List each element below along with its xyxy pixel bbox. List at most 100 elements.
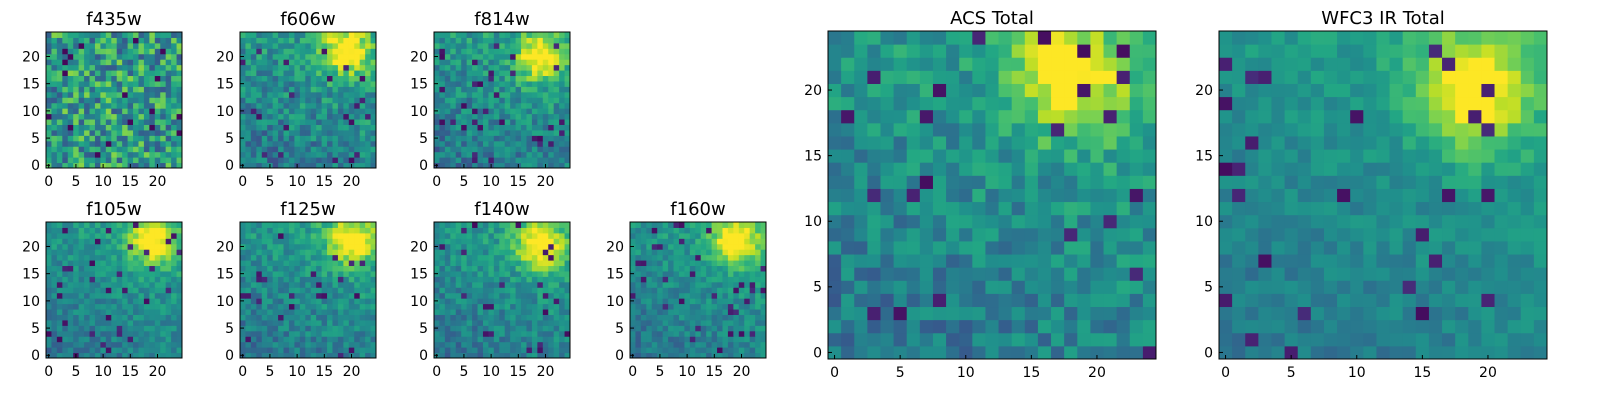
heatmap-cell: [684, 319, 691, 326]
heatmap-cell: [450, 309, 457, 315]
heatmap-cell: [343, 260, 350, 267]
heatmap-cell: [515, 91, 522, 98]
heatmap-cell: [706, 243, 713, 250]
heatmap-cell: [444, 162, 451, 169]
heatmap-cell: [327, 325, 333, 332]
heatmap-cell: [722, 260, 729, 267]
heatmap-cell: [261, 59, 268, 66]
heatmap-cell: [684, 238, 691, 245]
heatmap-cell: [305, 298, 312, 305]
heatmap-cell: [640, 281, 647, 288]
heatmap-cell: [73, 151, 80, 158]
heatmap-cell: [678, 347, 685, 354]
heatmap-cell: [100, 129, 107, 136]
heatmap-cell: [510, 32, 517, 38]
heatmap-cell: [272, 227, 279, 234]
heatmap-cell: [245, 75, 252, 82]
heatmap-cell: [662, 281, 669, 288]
heatmap-cell: [133, 70, 139, 77]
heatmap-cell: [256, 135, 263, 142]
heatmap-cell: [250, 270, 257, 277]
heatmap-cell: [450, 48, 457, 55]
heatmap-cell: [160, 157, 167, 164]
heatmap-cell: [89, 222, 96, 228]
heatmap-cell: [348, 330, 355, 337]
heatmap-cell: [100, 227, 107, 234]
heatmap-cell: [84, 287, 91, 294]
heatmap-cell: [646, 319, 653, 326]
heatmap-cell: [62, 162, 69, 169]
heatmap-cell: [327, 124, 333, 131]
heatmap-cell: [133, 86, 139, 93]
heatmap-cell: [439, 48, 446, 55]
heatmap-cell: [56, 91, 63, 98]
heatmap-cell: [499, 37, 506, 44]
heatmap-cell: [521, 238, 527, 245]
heatmap-cell: [542, 80, 549, 87]
heatmap-cell: [727, 330, 734, 337]
heatmap-cell: [510, 119, 517, 125]
heatmap-cell: [504, 243, 511, 250]
heatmap-cell: [89, 287, 96, 294]
heatmap-cell: [56, 309, 63, 315]
heatmap-cell: [488, 325, 495, 332]
heatmap-cell: [461, 32, 468, 38]
heatmap-cell: [250, 135, 257, 142]
heatmap-cell: [515, 260, 522, 267]
heatmap-cell: [640, 238, 647, 245]
heatmap-cell: [138, 265, 145, 272]
heatmap-cell: [493, 37, 500, 44]
heatmap-cell: [359, 303, 366, 310]
heatmap-cell: [689, 249, 696, 256]
heatmap-cell: [111, 59, 118, 66]
heatmap-cell: [176, 42, 183, 49]
heatmap-cell: [559, 260, 566, 267]
heatmap-cell: [515, 42, 522, 49]
heatmap-cell: [332, 140, 339, 147]
heatmap-cell: [105, 119, 112, 125]
heatmap-cell: [343, 102, 350, 109]
heatmap-cell: [515, 227, 522, 234]
heatmap-cell: [283, 352, 290, 359]
heatmap-cell: [283, 341, 290, 348]
heatmap-cell: [482, 37, 489, 44]
heatmap-cell: [272, 341, 279, 348]
heatmap-cell: [717, 249, 723, 256]
heatmap-cell: [510, 243, 517, 250]
heatmap-cell: [78, 113, 85, 120]
heatmap-cell: [250, 243, 257, 250]
heatmap-cell: [455, 119, 462, 125]
heatmap-cell: [78, 303, 85, 310]
heatmap-cell: [1090, 175, 1105, 189]
x-tick-label: 5: [71, 174, 80, 190]
heatmap-cell: [548, 292, 555, 299]
heatmap-cell: [738, 243, 745, 250]
heatmap-cell: [272, 314, 279, 321]
heatmap-cell: [105, 347, 112, 354]
heatmap-cell: [62, 303, 69, 310]
heatmap-cell: [749, 336, 756, 343]
heatmap-cell: [288, 59, 295, 66]
heatmap-cell: [439, 238, 446, 245]
heatmap-cell: [288, 42, 295, 49]
heatmap-cell: [1037, 254, 1052, 268]
heatmap-cell: [62, 102, 69, 109]
heatmap-cell: [504, 102, 511, 109]
heatmap-cell: [499, 75, 506, 82]
heatmap-cell: [171, 97, 178, 104]
heatmap-cell: [668, 347, 675, 354]
heatmap-cell: [755, 303, 762, 310]
heatmap-cell: [553, 53, 560, 60]
heatmap-cell: [154, 292, 161, 299]
heatmap-cell: [261, 37, 268, 44]
heatmap-cell: [250, 287, 257, 294]
heatmap-cell: [499, 298, 506, 305]
heatmap-cell: [122, 347, 129, 354]
heatmap-cell: [105, 222, 112, 228]
heatmap-cell: [510, 222, 517, 228]
heatmap-cell: [466, 124, 473, 131]
heatmap-cell: [343, 298, 350, 305]
heatmap-cell: [116, 281, 123, 288]
heatmap-cell: [510, 53, 517, 60]
heatmap-cell: [1077, 188, 1091, 203]
